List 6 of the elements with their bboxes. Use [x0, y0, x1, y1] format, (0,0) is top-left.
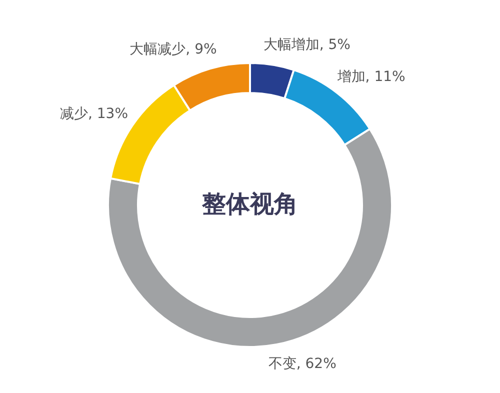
slice-label: 减少, 13% [60, 106, 128, 122]
slice-label: 不变, 62% [268, 356, 336, 372]
slice-label: 大幅增加, 5% [263, 36, 350, 53]
text: 整体视角 [201, 190, 298, 218]
slice-label: 增加, 11% [336, 68, 406, 85]
slice-label: 大幅减少, 9% [130, 41, 217, 58]
